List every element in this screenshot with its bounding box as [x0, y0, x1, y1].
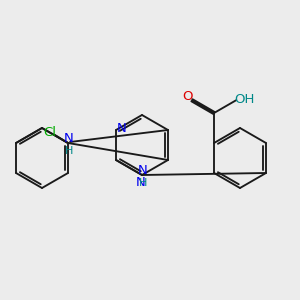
Text: H: H — [139, 178, 147, 188]
Text: N: N — [117, 122, 127, 134]
Text: N: N — [136, 176, 146, 190]
Text: N: N — [64, 133, 74, 146]
Text: N: N — [138, 164, 148, 178]
Text: Cl: Cl — [44, 125, 56, 139]
Text: H: H — [65, 146, 73, 156]
Text: OH: OH — [234, 93, 254, 106]
Text: O: O — [183, 90, 193, 103]
